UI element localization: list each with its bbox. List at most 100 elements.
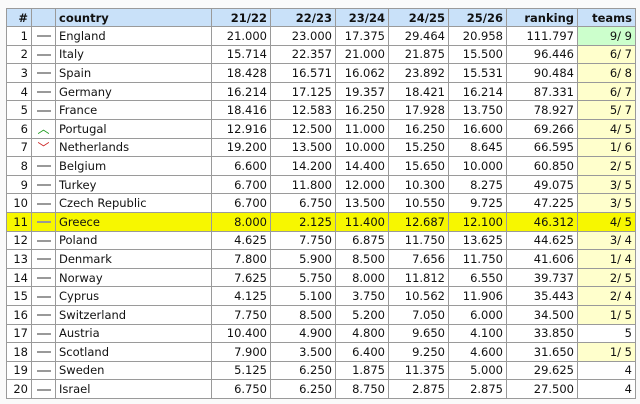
header-season-24-25[interactable]: 24/25 [388,8,449,27]
teams-cell: 3/ 5 [577,193,636,213]
score-22-23: 12.500 [270,118,336,139]
score-24-25: 9.650 [388,323,449,344]
country-cell: Portugal [55,118,212,139]
score-22-23: 13.500 [270,137,336,158]
header-country[interactable]: country [55,8,212,27]
ranking-cell: 66.595 [506,137,578,158]
score-21-22: 7.900 [211,342,271,362]
score-23-24: 16.062 [335,63,389,83]
score-25-26: 10.000 [448,156,507,176]
score-21-22: 7.800 [211,249,271,269]
score-24-25: 10.550 [388,193,449,213]
table-row: 1 England 21.000 23.000 17.375 29.464 20.958 11… [6,26,636,46]
score-21-22: 4.625 [211,230,271,251]
score-21-22: 16.214 [211,81,271,102]
score-24-25: 7.656 [388,249,449,269]
header-teams[interactable]: teams [577,8,636,27]
ranking-cell: 49.075 [506,174,578,195]
table-row: 16 Switzerland 7.750 8.500 5.200 7.050 6.000 34… [6,304,636,325]
ranking-cell: 34.500 [506,304,578,325]
score-25-26: 6.000 [448,304,507,325]
teams-cell: 4 [577,379,636,399]
trend-cell: ︿ [31,118,56,139]
uefa-country-ranking-table: # country 21/22 22/23 23/24 24/25 25/26 … [6,8,636,399]
table-row: 11 Greece 8.000 2.125 11.400 12.687 12.100 46.3… [6,211,636,232]
header-season-25-26[interactable]: 25/26 [448,8,507,27]
trend-cell [31,100,56,120]
trend-flat-icon [36,184,51,187]
header-row: # country 21/22 22/23 23/24 24/25 25/26 … [6,8,636,27]
rank-cell: 16 [6,304,32,325]
table-row: 2 Italy 15.714 22.357 21.000 21.875 15.500 96.4… [6,44,636,65]
trend-flat-icon [36,332,51,335]
teams-cell: 1/ 6 [577,137,636,158]
trend-cell [31,379,56,399]
score-21-22: 6.750 [211,379,271,399]
score-24-25: 2.875 [388,379,449,399]
country-cell: Turkey [55,174,212,195]
score-21-22: 6.600 [211,156,271,176]
table-row: 18 Scotland 7.900 3.500 6.400 9.250 4.600 31.65… [6,342,636,362]
country-cell: Sweden [55,360,212,381]
trend-flat-icon [36,202,51,205]
score-22-23: 6.750 [270,193,336,213]
header-season-22-23[interactable]: 22/23 [270,8,336,27]
score-25-26: 11.906 [448,286,507,306]
header-season-21-22[interactable]: 21/22 [211,8,271,27]
rank-cell: 2 [6,44,32,65]
country-cell: England [55,26,212,46]
score-24-25: 18.421 [388,81,449,102]
rank-cell: 13 [6,249,32,269]
score-24-25: 7.050 [388,304,449,325]
header-trend [31,8,56,27]
score-21-22: 18.416 [211,100,271,120]
country-cell: France [55,100,212,120]
ranking-cell: 90.484 [506,63,578,83]
score-25-26: 15.500 [448,44,507,65]
rank-cell: 6 [6,118,32,139]
country-cell: Switzerland [55,304,212,325]
teams-cell: 4 [577,360,636,381]
score-21-22: 4.125 [211,286,271,306]
country-cell: Belgium [55,156,212,176]
score-24-25: 12.687 [388,211,449,232]
header-rank[interactable]: # [6,8,32,27]
header-season-23-24[interactable]: 23/24 [335,8,389,27]
teams-cell: 3/ 4 [577,230,636,251]
score-23-24: 8.750 [335,379,389,399]
score-22-23: 5.750 [270,267,336,288]
score-22-23: 5.100 [270,286,336,306]
trend-cell [31,156,56,176]
rank-cell: 18 [6,342,32,362]
table-row: 9 Turkey 6.700 11.800 12.000 10.300 8.275 49.07… [6,174,636,195]
trend-cell [31,193,56,213]
country-cell: Poland [55,230,212,251]
trend-flat-icon [36,369,51,372]
ranking-cell: 47.225 [506,193,578,213]
score-23-24: 8.500 [335,249,389,269]
score-21-22: 6.700 [211,193,271,213]
score-21-22: 18.428 [211,63,271,83]
trend-cell [31,323,56,344]
rank-cell: 12 [6,230,32,251]
trend-cell [31,26,56,46]
table-row: 20 Israel 6.750 6.250 8.750 2.875 2.875 27.500 4 [6,379,636,399]
trend-cell [31,63,56,83]
rank-cell: 3 [6,63,32,83]
rank-cell: 20 [6,379,32,399]
score-23-24: 1.875 [335,360,389,381]
country-cell: Italy [55,44,212,65]
table-row: 5 France 18.416 12.583 16.250 17.928 13.750 78.… [6,100,636,120]
ranking-cell: 60.850 [506,156,578,176]
country-cell: Austria [55,323,212,344]
rank-cell: 14 [6,267,32,288]
trend-flat-icon [36,53,51,56]
ranking-cell: 46.312 [506,211,578,232]
header-ranking[interactable]: ranking [506,8,578,27]
teams-cell: 4/ 5 [577,118,636,139]
score-23-24: 12.000 [335,174,389,195]
trend-cell: ﹀ [31,137,56,158]
score-24-25: 23.892 [388,63,449,83]
score-24-25: 11.750 [388,230,449,251]
trend-flat-icon [36,165,51,168]
